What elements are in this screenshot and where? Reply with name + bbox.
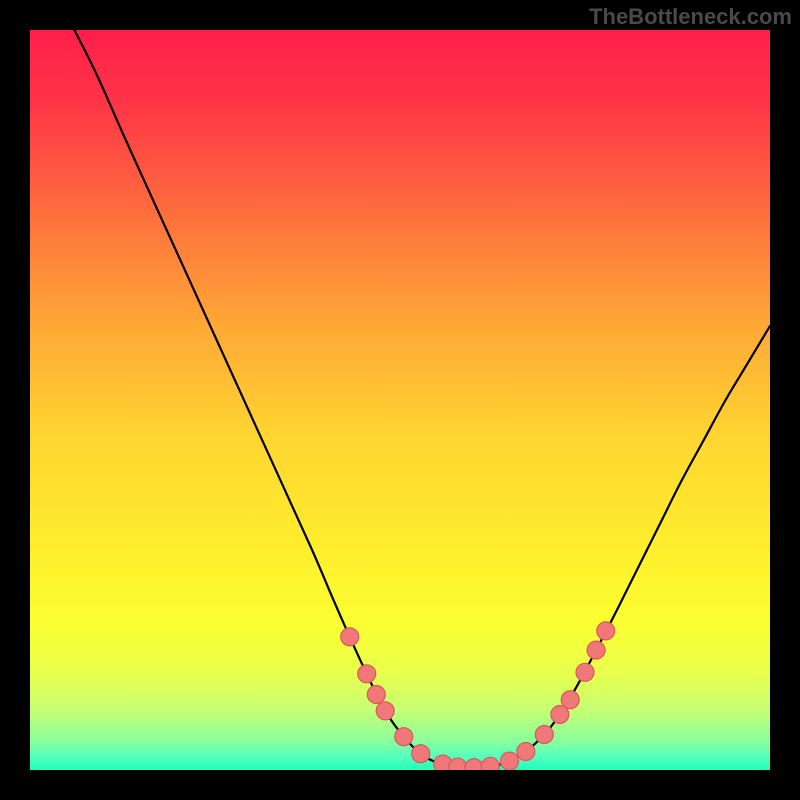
- chart-container: TheBottleneck.com: [0, 0, 800, 800]
- plot-area: [30, 30, 770, 770]
- marker-point: [587, 641, 605, 659]
- attribution-text: TheBottleneck.com: [589, 4, 792, 30]
- marker-point: [501, 752, 519, 770]
- marker-point: [535, 725, 553, 743]
- marker-point: [449, 758, 467, 770]
- marker-point: [341, 628, 359, 646]
- marker-point: [376, 702, 394, 720]
- marker-point: [481, 757, 499, 770]
- marker-point: [395, 728, 413, 746]
- marker-point: [561, 691, 579, 709]
- marker-point: [597, 622, 615, 640]
- curve-layer: [30, 30, 770, 770]
- marker-point: [367, 686, 385, 704]
- bottleneck-curve: [74, 30, 770, 768]
- marker-point: [517, 743, 535, 761]
- marker-point: [465, 759, 483, 770]
- marker-point: [576, 663, 594, 681]
- marker-point: [412, 745, 430, 763]
- marker-point: [358, 665, 376, 683]
